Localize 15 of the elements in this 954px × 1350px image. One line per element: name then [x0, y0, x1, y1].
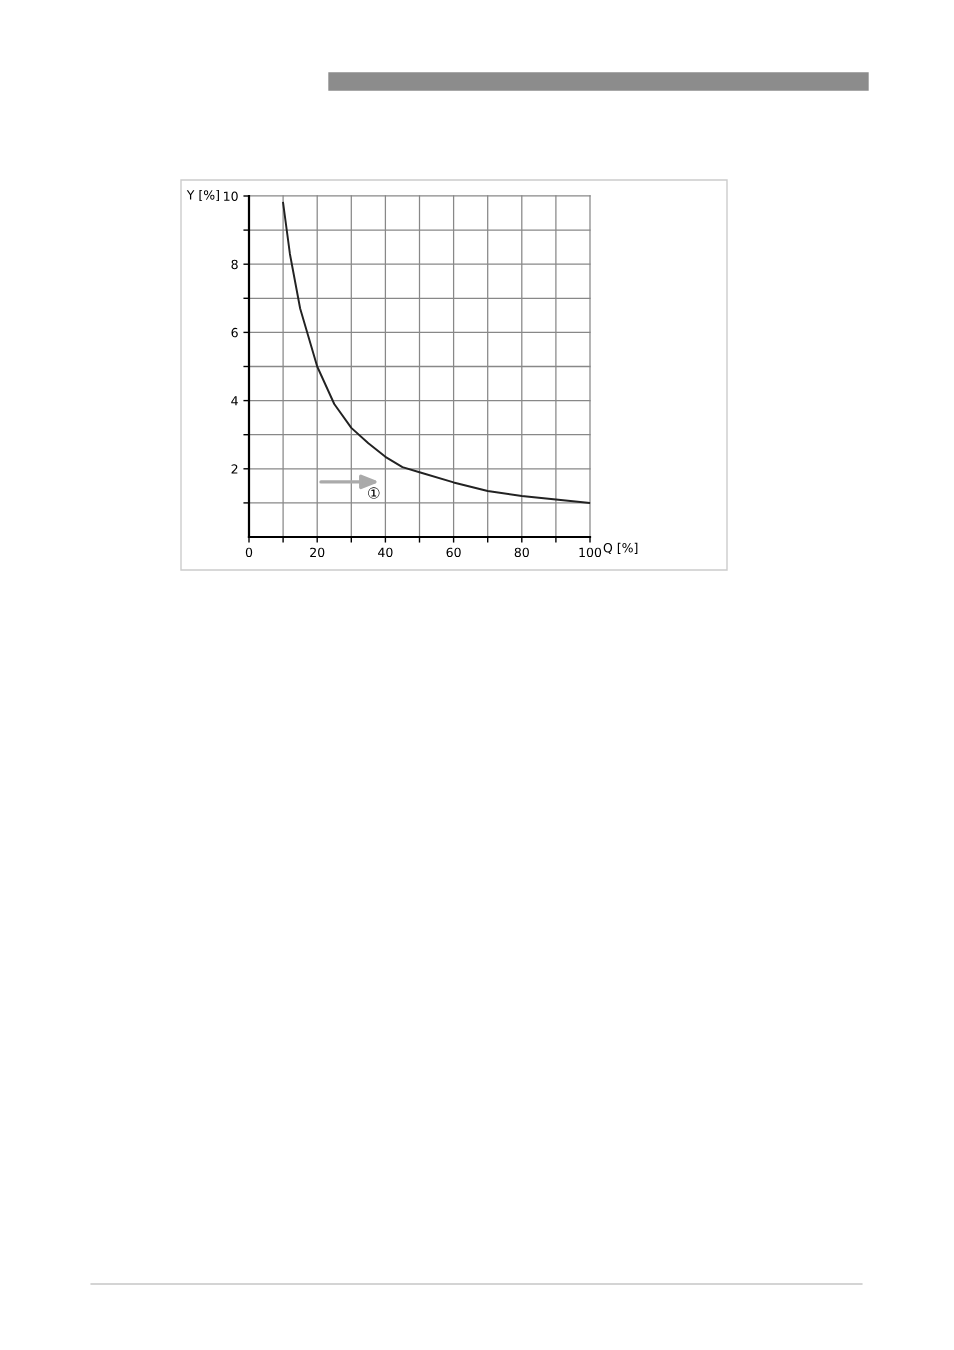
y-tick-label: 10: [224, 191, 238, 201]
y-tick-label: 6: [231, 327, 238, 338]
y-tick-label: 2: [231, 464, 238, 474]
x-tick-label: 100: [579, 547, 602, 558]
annotation: ①: [368, 487, 380, 499]
y-tick-label: 4: [231, 396, 238, 406]
x-tick-label: 80: [514, 547, 529, 558]
y-axis-title: Y [%]: [186, 189, 219, 202]
x-tick-label: 60: [446, 547, 461, 558]
x-axis-title: Q [%]: [603, 542, 638, 554]
line-series: [282, 201, 590, 504]
x-tick-label: 20: [310, 547, 325, 558]
x-tick-label: 40: [378, 547, 393, 558]
y-tick-label: 8: [231, 259, 238, 270]
x-tick-label: 0: [245, 547, 253, 558]
